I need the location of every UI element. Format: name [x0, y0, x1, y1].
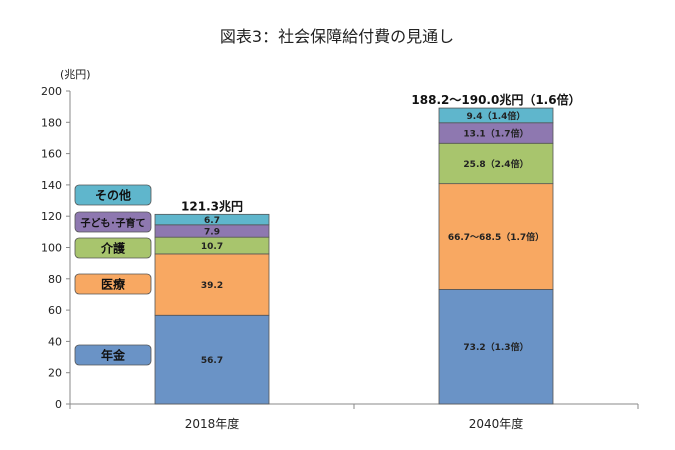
y-tick-label: 100 — [41, 242, 62, 255]
x-tick-label: 2018年度 — [185, 416, 240, 431]
legend-label: 医療 — [101, 277, 125, 292]
legend-swatch — [74, 184, 152, 206]
y-tick-label: 140 — [41, 179, 62, 192]
x-tick-label: 2040年度 — [469, 416, 524, 431]
legend-swatch — [74, 211, 152, 233]
legend-label: 子ども･子育て — [81, 217, 146, 230]
y-tick-label: 200 — [41, 85, 62, 98]
total-label: 121.3兆円 — [181, 198, 243, 213]
chart-title: 図表3：社会保障給付費の見通し — [220, 27, 454, 46]
data-label: 25.8（2.4倍） — [463, 158, 528, 170]
y-axis-label: (兆円) — [60, 68, 91, 81]
legend-label: 介護 — [100, 241, 126, 256]
data-label: 56.7 — [201, 356, 223, 366]
total-label: 188.2〜190.0兆円（1.6倍） — [411, 92, 580, 107]
data-label: 9.4（1.4倍） — [467, 110, 526, 122]
legend-label: 年金 — [101, 348, 126, 363]
y-tick-label: 60 — [48, 304, 62, 317]
y-tick-label: 40 — [48, 335, 62, 348]
y-tick-label: 20 — [48, 367, 62, 380]
y-tick-label: 180 — [41, 116, 62, 129]
legend-label: その他 — [95, 188, 131, 203]
y-tick-label: 80 — [48, 273, 62, 286]
data-label: 10.7 — [201, 242, 223, 252]
y-tick-label: 0 — [55, 398, 62, 411]
y-tick-label: 120 — [41, 210, 62, 223]
bar-segment — [154, 314, 270, 405]
data-label: 66.7〜68.5（1.7倍） — [448, 231, 544, 243]
bar-segment — [438, 183, 554, 290]
data-label: 13.1（1.7倍） — [463, 128, 528, 140]
data-label: 73.2（1.3倍） — [463, 341, 528, 353]
bar-segment — [438, 289, 554, 405]
data-label: 7.9 — [204, 227, 220, 237]
legend-swatch — [74, 344, 152, 366]
legend-swatch — [74, 237, 152, 259]
y-tick-label: 160 — [41, 148, 62, 161]
data-label: 39.2 — [201, 281, 223, 291]
bar-segment — [154, 213, 270, 226]
bar-segment — [438, 107, 554, 124]
legend-swatch — [74, 273, 152, 295]
bar-segment — [154, 253, 270, 316]
data-label: 6.7 — [204, 216, 220, 226]
